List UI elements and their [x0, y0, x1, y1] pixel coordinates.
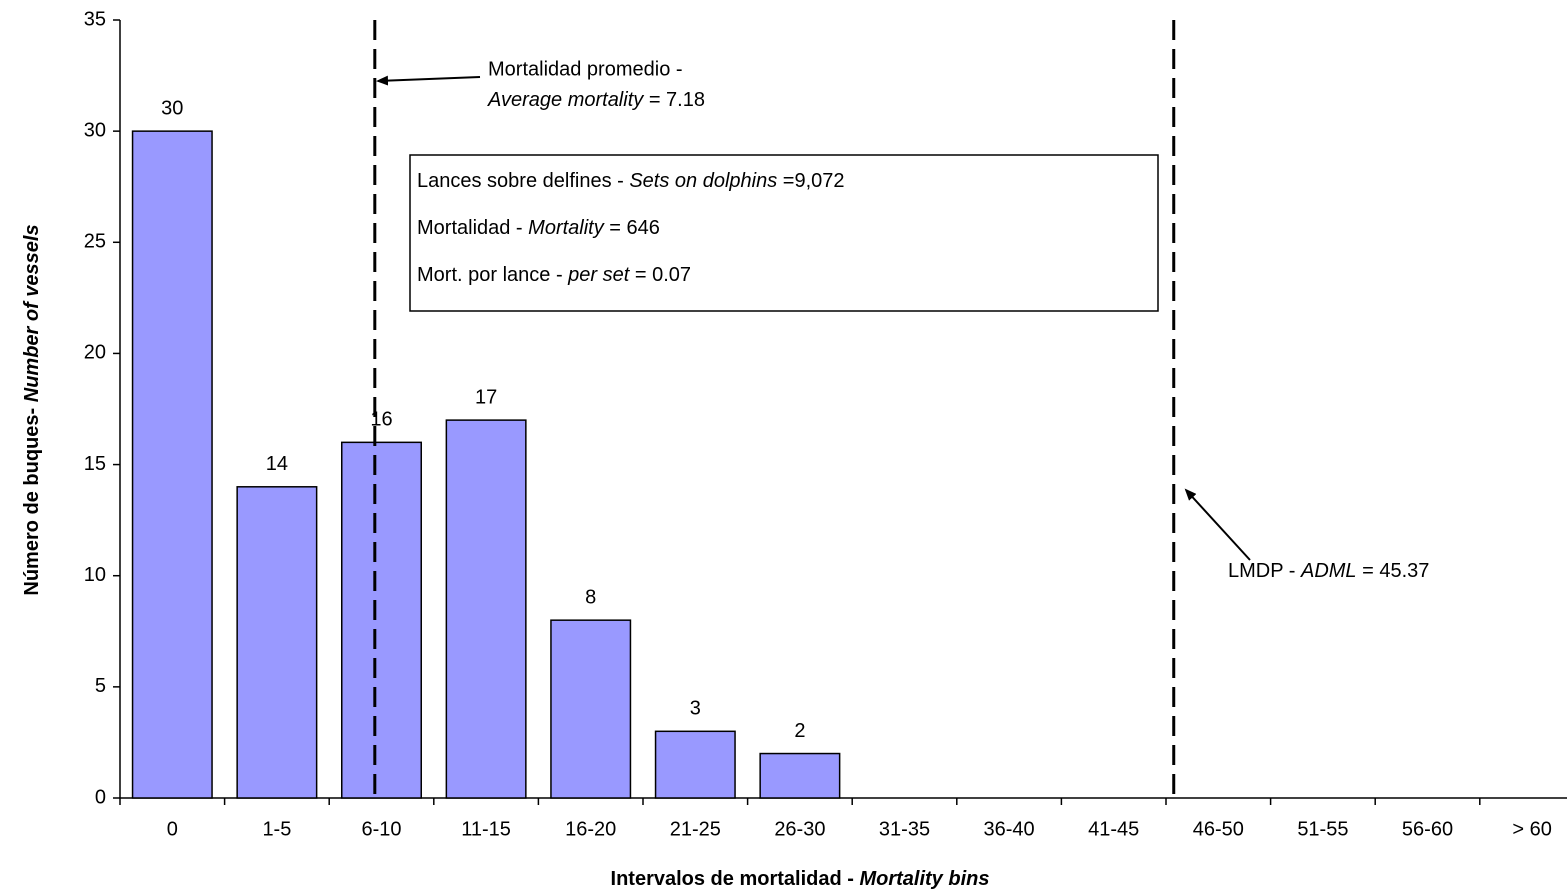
x-tick-label: 56-60 [1402, 818, 1453, 840]
reference-prefix: LMDP - [1228, 560, 1301, 582]
summary-line: Lances sobre delfines - Sets on dolphins… [417, 170, 845, 192]
summary-label: Mort. por lance - [417, 264, 568, 286]
x-tick-label: 6-10 [361, 818, 401, 840]
bar [550, 619, 632, 799]
value-label: 8 [585, 586, 596, 608]
y-tick-label: 20 [84, 342, 106, 364]
x-tick-label: 16-20 [565, 818, 616, 840]
reference-label: Mortalidad promedio - [488, 58, 683, 80]
y-tick-label: 15 [84, 453, 106, 475]
x-tick-label: 51-55 [1297, 818, 1348, 840]
x-tick-label: 46-50 [1193, 818, 1244, 840]
value-label: 2 [794, 720, 805, 742]
x-tick-label: 31-35 [879, 818, 930, 840]
value-label: 14 [266, 453, 288, 475]
bar [654, 730, 736, 799]
y-tick-label: 0 [95, 786, 106, 808]
x-tick-label: 0 [167, 818, 178, 840]
bar [445, 419, 527, 799]
x-tick-label: 26-30 [774, 818, 825, 840]
summary-label: Lances sobre delfines - [417, 170, 629, 192]
summary-name: Mortality [528, 217, 605, 239]
arrow [376, 75, 481, 86]
y-tick-label: 5 [95, 675, 106, 697]
bar [759, 752, 841, 799]
value-label: 3 [690, 698, 701, 720]
y-title-en: Number of vessels [21, 224, 43, 402]
value-label: 30 [161, 97, 183, 119]
summary-value: = 646 [604, 217, 660, 239]
reference-label: LMDP - ADML = 45.37 [1228, 560, 1429, 582]
x-tick-label: > 60 [1512, 818, 1551, 840]
summary-value: = 0.07 [629, 264, 691, 286]
summary-line: Mortalidad - Mortality = 646 [417, 217, 660, 239]
summary-value: =9,072 [777, 170, 844, 192]
reference-label: Average mortality = 7.18 [487, 89, 705, 111]
summary-line: Mort. por lance - per set = 0.07 [417, 264, 691, 286]
y-tick-label: 30 [84, 119, 106, 141]
y-tick-label: 10 [84, 564, 106, 586]
y-axis-title: Número de buques- Number of vessels [21, 224, 43, 595]
reference-value: = 7.18 [643, 89, 705, 111]
summary-box [409, 154, 1159, 312]
bar [341, 441, 422, 799]
x-axis-title: Intervalos de mortalidad - Mortality bin… [611, 868, 990, 890]
summary-name: Sets on dolphins [629, 170, 777, 192]
bar [131, 130, 213, 799]
x-title-es: Intervalos de mortalidad - [611, 868, 860, 890]
x-tick-label: 41-45 [1088, 818, 1139, 840]
value-label: 17 [475, 386, 497, 408]
reference-name: Average mortality [487, 89, 644, 111]
x-tick-label: 1-5 [262, 818, 291, 840]
x-title-en: Mortality bins [859, 868, 989, 890]
y-tick-label: 35 [84, 8, 106, 30]
summary-label: Mortalidad - [417, 217, 528, 239]
arrow [1184, 488, 1251, 561]
bar [236, 486, 318, 799]
x-tick-label: 36-40 [984, 818, 1035, 840]
x-tick-label: 11-15 [461, 818, 511, 840]
y-tick-label: 25 [84, 231, 106, 253]
summary-name: per set [567, 264, 631, 286]
x-tick-label: 21-25 [670, 818, 721, 840]
reference-name: ADML [1300, 560, 1357, 582]
reference-value: = 45.37 [1357, 560, 1430, 582]
y-title-es: Número de buques- [21, 402, 43, 595]
